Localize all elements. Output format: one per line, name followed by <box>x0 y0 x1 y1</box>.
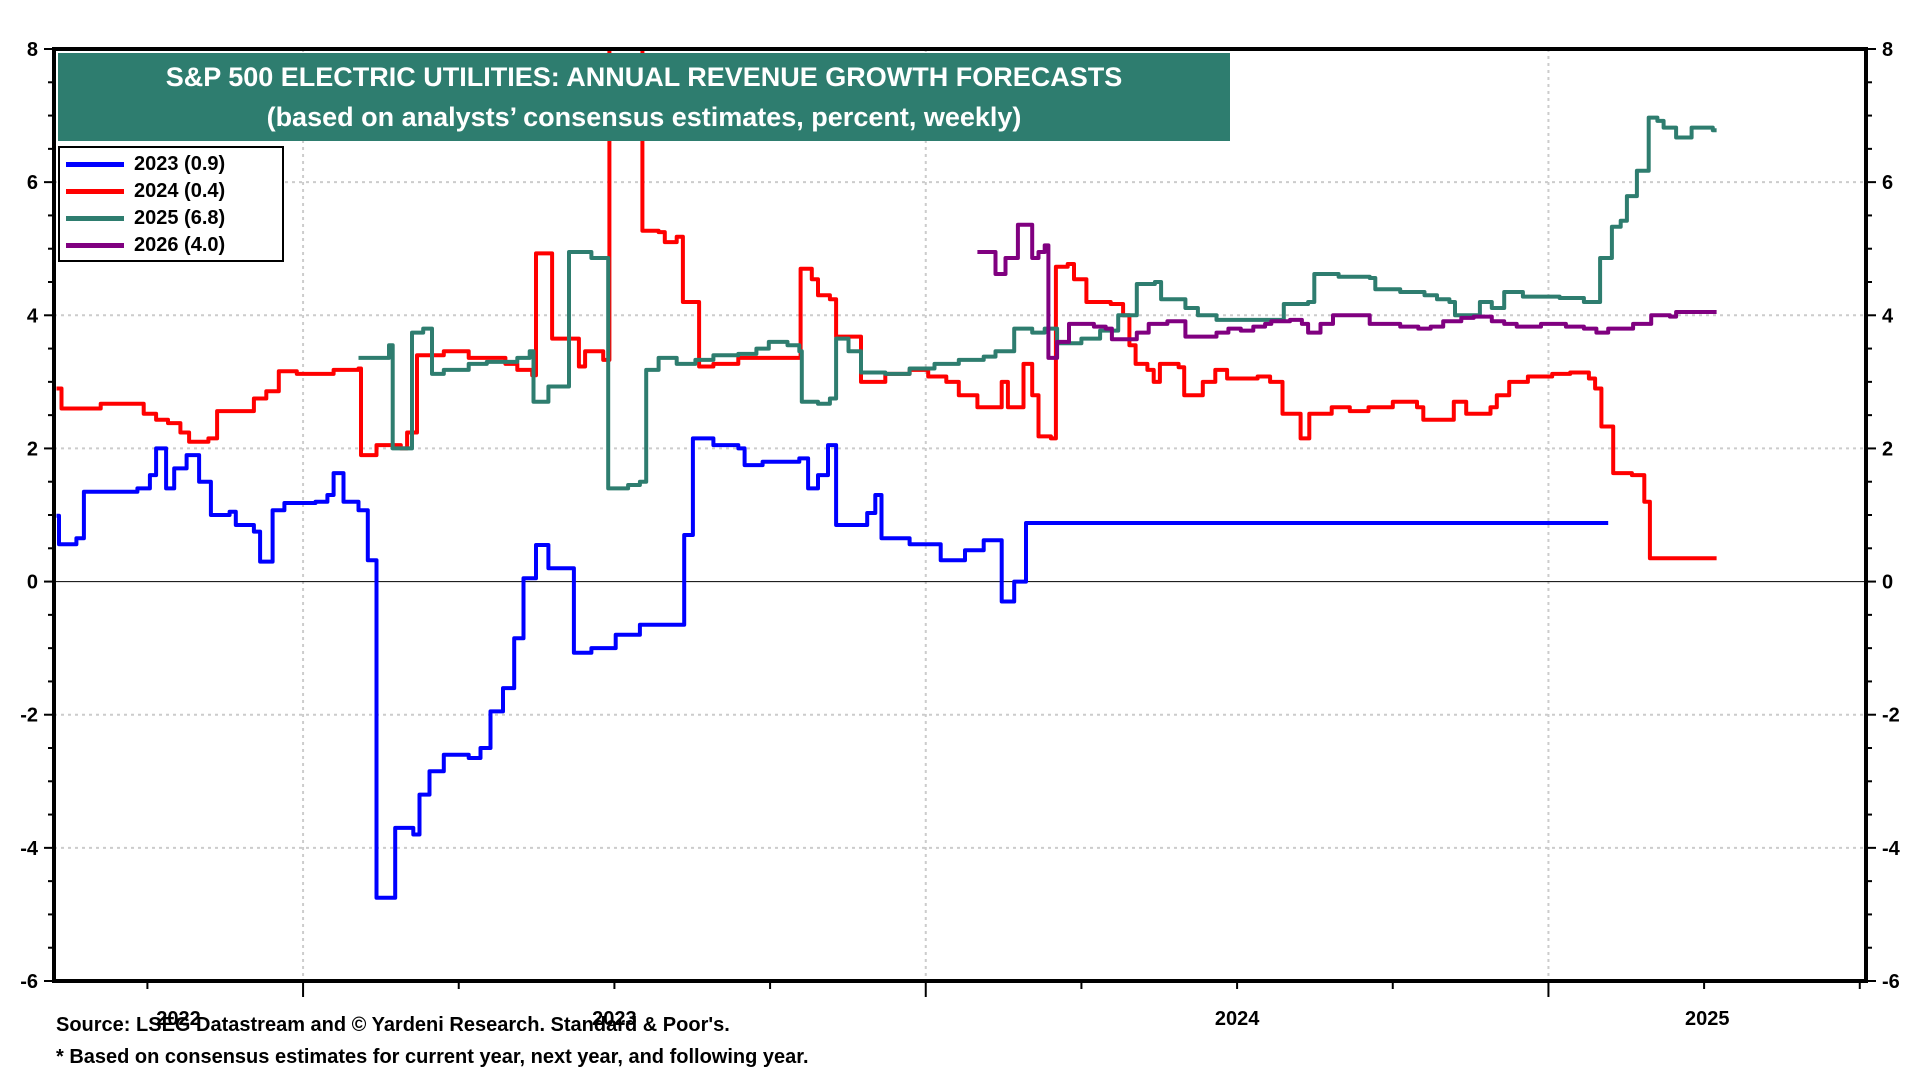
left-y-axis: -6 -4 -2 0 2 4 6 8 <box>20 39 54 993</box>
x-tick-label: 2025 <box>1685 1008 1730 1030</box>
legend-label-2025: 2025 (6.8) <box>134 207 226 229</box>
chart-subtitle: (based on analysts’ consensus estimates,… <box>266 102 1022 132</box>
legend-swatch-2023 <box>66 162 124 167</box>
x-axis: 2022 2023 2024 2025 <box>146 981 1861 1030</box>
series-line-2026 <box>977 222 1717 360</box>
legend-label-2026: 2026 (4.0) <box>134 234 226 256</box>
legend-item-2023: 2023 (0.9) <box>66 151 276 178</box>
x-tick-label: 2022 <box>156 1008 201 1030</box>
legend-label-2024: 2024 (0.4) <box>134 180 226 202</box>
y-tick-label-right: -6 <box>1882 971 1900 993</box>
series-group <box>56 49 1717 900</box>
legend-item-2026: 2026 (4.0) <box>66 232 276 259</box>
y-tick-label-left: 6 <box>27 172 38 194</box>
legend-item-2025: 2025 (6.8) <box>66 205 276 232</box>
y-tick-label-right: 8 <box>1882 39 1893 61</box>
y-tick-label-right: 6 <box>1882 172 1893 194</box>
series-line-2024 <box>56 49 1717 561</box>
y-tick-label-left: 0 <box>27 572 38 594</box>
y-tick-label-right: 2 <box>1882 438 1893 460</box>
legend-swatch-2025 <box>66 216 124 221</box>
y-tick-label-right: 4 <box>1882 305 1894 327</box>
series-line-2023 <box>56 436 1609 900</box>
source-note: Source: LSEG Datastream and © Yardeni Re… <box>56 1014 730 1036</box>
y-tick-label-left: -6 <box>20 971 38 993</box>
x-tick-label: 2023 <box>592 1008 637 1030</box>
series-line-2025 <box>358 115 1717 491</box>
right-y-axis: -6 -4 -2 0 2 4 6 8 <box>1866 39 1901 993</box>
footnote: * Based on consensus estimates for curre… <box>56 1046 809 1068</box>
y-tick-label-right: 0 <box>1882 572 1893 594</box>
legend-item-2024: 2024 (0.4) <box>66 178 276 205</box>
chart-title-box: S&P 500 ELECTRIC UTILITIES: ANNUAL REVEN… <box>58 53 1230 141</box>
gridlines <box>54 49 1866 981</box>
y-tick-label-right: -2 <box>1882 705 1900 727</box>
plot-frame <box>52 47 1868 983</box>
legend-swatch-2026 <box>66 243 124 248</box>
x-tick-label: 2024 <box>1215 1008 1260 1030</box>
y-tick-label-left: -2 <box>20 705 38 727</box>
y-tick-label-left: 4 <box>27 305 39 327</box>
legend-swatch-2024 <box>66 189 124 194</box>
legend: 2023 (0.9) 2024 (0.4) 2025 (6.8) 2026 (4… <box>58 146 284 262</box>
legend-label-2023: 2023 (0.9) <box>134 153 226 175</box>
y-tick-label-left: 2 <box>27 438 38 460</box>
y-tick-label-left: -4 <box>20 838 39 860</box>
y-tick-label-right: -4 <box>1882 838 1901 860</box>
chart-title: S&P 500 ELECTRIC UTILITIES: ANNUAL REVEN… <box>165 62 1123 92</box>
y-tick-label-left: 8 <box>27 39 38 61</box>
